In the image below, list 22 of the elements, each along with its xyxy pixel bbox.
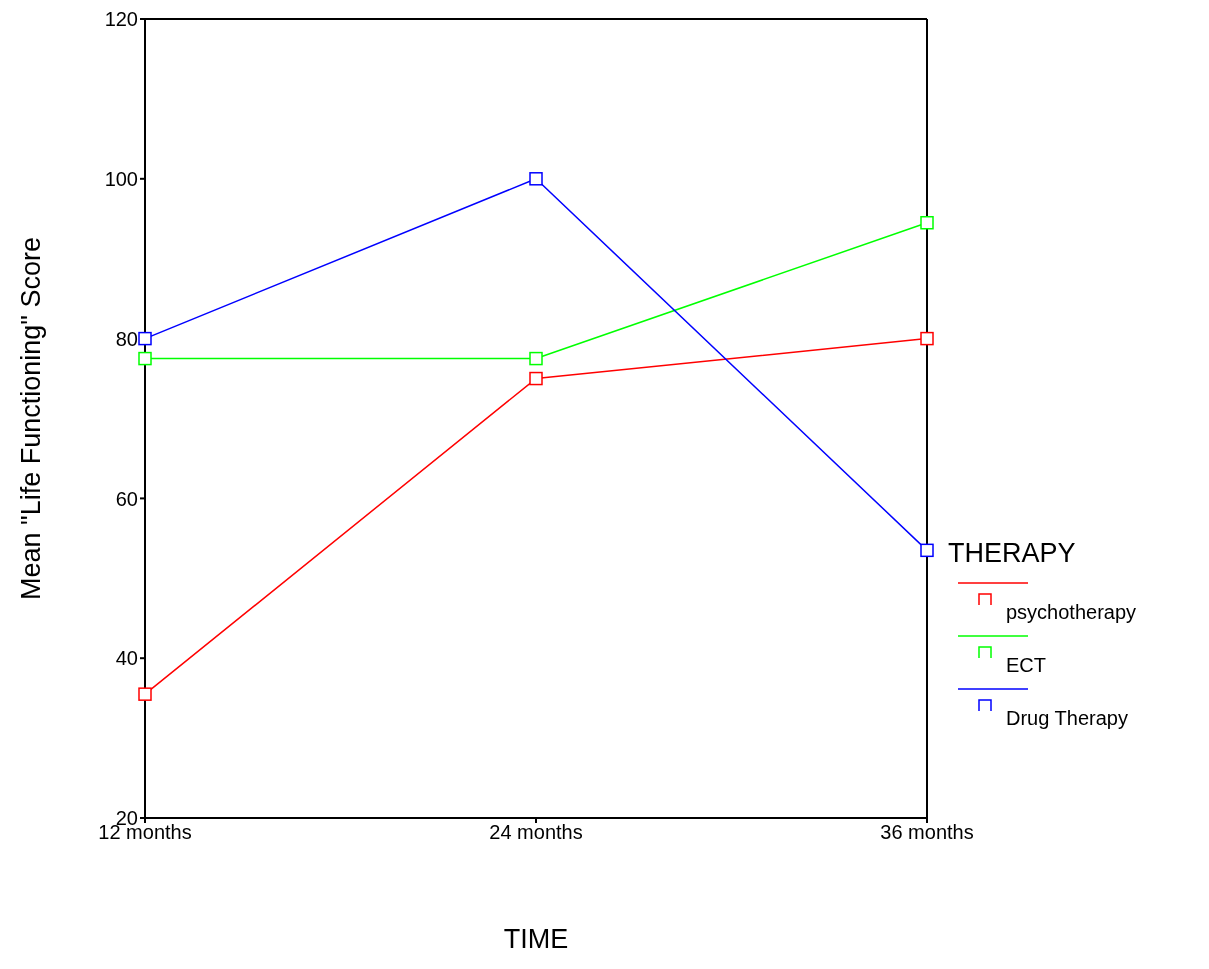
x-tick-label: 24 months [489,821,583,844]
point [138,687,152,701]
point [138,351,152,366]
point [529,351,543,366]
x-axis-title: TIME [503,924,569,954]
y-tick-label: 100 [104,167,138,190]
legend-label: psychotherapy [1006,601,1137,624]
x-tick-label: 36 months [880,821,974,844]
point [920,216,934,230]
legend-title: THERAPY [948,538,1077,569]
y-tick-label: 120 [104,8,138,31]
y-tick-label: 60 [115,487,138,510]
point [529,172,543,186]
legend-label: ECT [1006,654,1047,677]
legend-label: Drug Therapy [1006,707,1129,730]
point [138,331,152,346]
y-axis-title: Mean "Life Functioning" Score [15,237,46,600]
y-tick-label: 40 [115,647,138,670]
point [920,543,934,558]
point [529,371,543,386]
point [920,331,934,346]
y-tick-label: 80 [115,327,138,350]
